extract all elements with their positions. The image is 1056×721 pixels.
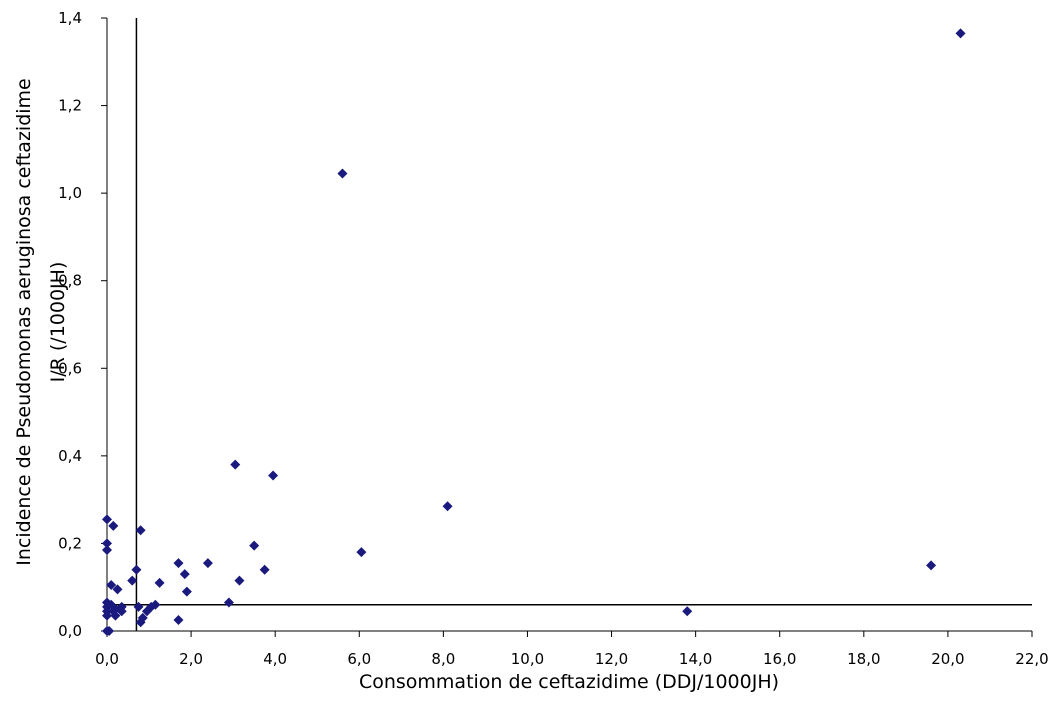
x-tick-label: 6,0 (347, 650, 371, 668)
x-tick-label: 22,0 (1015, 650, 1048, 668)
y-tick-label: 0,2 (58, 534, 82, 552)
data-point (259, 564, 270, 575)
x-tick-label: 14,0 (679, 650, 712, 668)
x-tick-label: 2,0 (179, 650, 203, 668)
data-point (337, 168, 348, 179)
data-point (106, 580, 117, 591)
data-point (442, 501, 453, 512)
data-point (173, 558, 184, 569)
data-point (135, 525, 146, 536)
x-tick-label: 12,0 (595, 650, 628, 668)
data-point (102, 514, 112, 525)
y-tick-label: 0,6 (58, 359, 82, 377)
data-point (223, 597, 234, 608)
data-point (356, 547, 367, 558)
y-tick-label: 1,2 (58, 97, 82, 115)
y-tick-label: 1,0 (58, 184, 82, 202)
data-point (179, 569, 190, 580)
data-points (102, 28, 966, 636)
data-point (133, 601, 144, 612)
data-point (926, 560, 937, 571)
data-point (102, 610, 112, 621)
data-point (234, 575, 245, 586)
x-tick-label: 8,0 (431, 650, 455, 668)
x-tick-label: 16,0 (763, 650, 796, 668)
data-point (131, 564, 142, 575)
data-point (110, 610, 121, 621)
data-point (137, 612, 148, 623)
data-point (116, 606, 127, 617)
data-point (102, 538, 112, 549)
data-point (127, 575, 138, 586)
x-tick-label: 10,0 (511, 650, 544, 668)
y-tick-label: 0,8 (58, 272, 82, 290)
y-axis-title-line-1: Incidence de Pseudomonas aeruginosa ceft… (13, 78, 35, 565)
y-tick-label: 1,4 (58, 9, 82, 27)
y-axis-title-line-2: I/R (/1000JH) (47, 262, 69, 383)
data-point (202, 558, 213, 569)
x-tick-label: 0,0 (95, 650, 119, 668)
x-tick-label: 18,0 (847, 650, 880, 668)
x-tick-label: 20,0 (931, 650, 964, 668)
data-point (154, 577, 165, 588)
data-point (108, 520, 119, 531)
data-point (181, 586, 192, 597)
plot-area (106, 18, 1032, 632)
data-point (112, 584, 123, 595)
x-axis-title: Consommation de ceftazidime (DDJ/1000JH) (359, 671, 779, 693)
y-tick-label: 0,4 (58, 447, 82, 465)
data-point (104, 626, 115, 636)
data-point (249, 540, 260, 551)
x-axis-ticks: 0,0 2,0 4,0 6,0 8,0 10,0 12,0 14,0 16,0 18,0 20,0 2… (95, 631, 1049, 668)
data-point (173, 615, 184, 626)
data-point (955, 28, 966, 39)
data-point (150, 599, 161, 610)
data-point (682, 606, 693, 617)
data-point (230, 459, 241, 470)
data-point (268, 470, 279, 481)
y-axis-ticks: 0,0 0,2 0,4 0,6 0,8 1,0 1,2 1,4 (58, 9, 107, 640)
data-point (102, 544, 112, 555)
y-tick-label: 0,0 (58, 622, 82, 640)
x-tick-label: 4,0 (263, 650, 287, 668)
